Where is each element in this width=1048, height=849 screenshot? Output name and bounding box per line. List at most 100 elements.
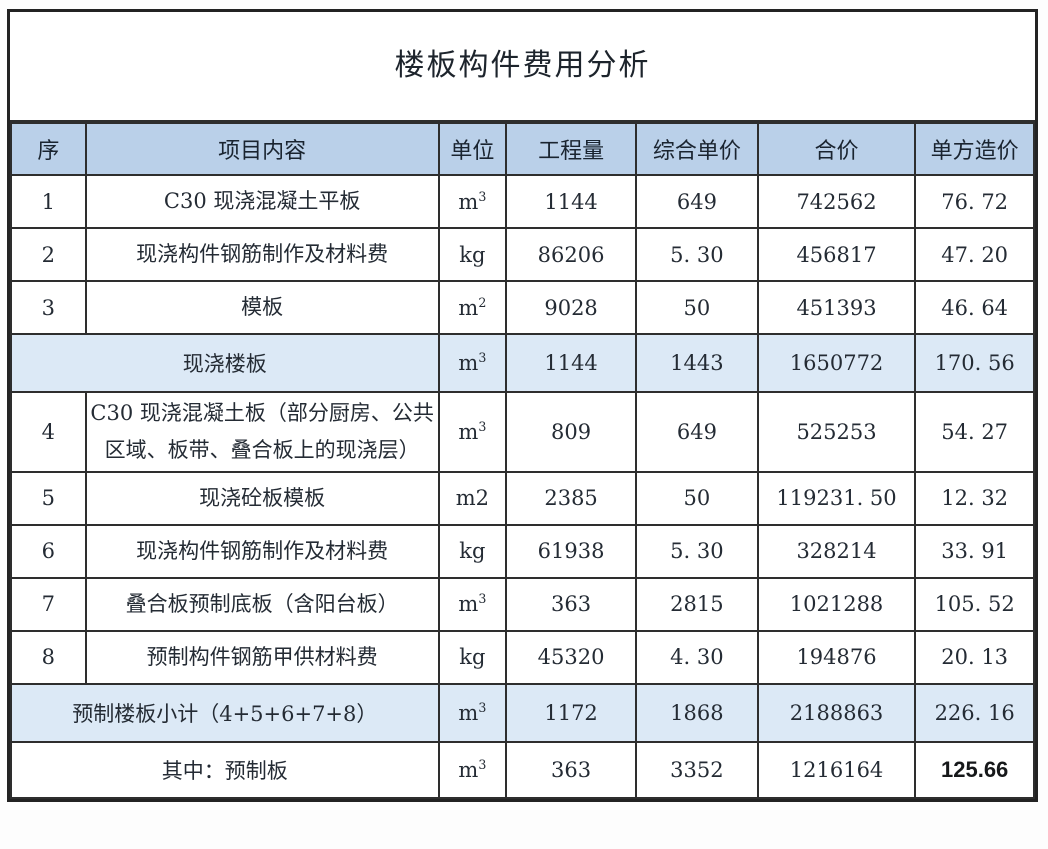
unit-exponent: 3 bbox=[478, 188, 487, 204]
total-price-cell: 742562 bbox=[756, 174, 917, 229]
quantity-cell: 1144 bbox=[505, 333, 638, 393]
per-unit-cost-cell: 170. 56 bbox=[914, 333, 1035, 393]
per-unit-cost-cell: 12. 32 bbox=[914, 470, 1035, 526]
unit-price-cell: 1443 bbox=[635, 333, 759, 393]
content-cell: 现浇砼板模板 bbox=[84, 470, 440, 526]
content-cell: 预制构件钢筋甲供材料费 bbox=[84, 629, 440, 685]
seq-cell: 7 bbox=[10, 576, 87, 632]
quantity-cell: 363 bbox=[505, 740, 638, 799]
unit-price-cell: 649 bbox=[635, 391, 759, 473]
table-row-item-1: 1 C30 现浇混凝土平板 m3 1144 649 742562 76. 72 bbox=[10, 174, 1035, 229]
unit-exponent: 2 bbox=[478, 294, 487, 310]
unit-cell: m2 bbox=[437, 280, 508, 335]
unit-cell: kg bbox=[437, 629, 508, 685]
unit-cell: m3 bbox=[437, 682, 508, 743]
subtotal-label-cell: 预制楼板小计（4+5+6+7+8） bbox=[10, 682, 440, 743]
table-title: 楼板构件费用分析 bbox=[10, 12, 1035, 122]
quantity-cell: 86206 bbox=[505, 227, 638, 282]
unit-cell: m3 bbox=[437, 576, 508, 632]
table-header-row: 序项目内容 单位 工程量 综合单价 合价 单方造价 bbox=[10, 122, 1035, 176]
total-price-cell: 194876 bbox=[756, 629, 917, 685]
unit-cell: m3 bbox=[437, 740, 508, 799]
table-row-item-5: 5 现浇砼板模板 m2 2385 50 119231. 50 12. 32 bbox=[10, 470, 1035, 526]
seq-cell: 2 bbox=[10, 227, 87, 282]
unit-cell: m3 bbox=[437, 391, 508, 473]
table-row-item-8: 8 预制构件钢筋甲供材料费 kg 45320 4. 30 194876 20. 13 bbox=[10, 629, 1035, 685]
quantity-cell: 2385 bbox=[505, 470, 638, 526]
per-unit-cost-cell: 46. 64 bbox=[914, 280, 1035, 335]
content-cell: 现浇构件钢筋制作及材料费 bbox=[84, 523, 440, 579]
unit-exponent: 3 bbox=[478, 699, 487, 715]
table-row-item-7: 7 叠合板预制底板（含阳台板） m3 363 2815 1021288 105. 52 bbox=[10, 576, 1035, 632]
seq-cell: 4 bbox=[10, 391, 87, 473]
unit-price-cell: 2815 bbox=[635, 576, 759, 632]
per-unit-cost-cell: 226. 16 bbox=[914, 682, 1035, 743]
unit-cell: m3 bbox=[437, 174, 508, 229]
cost-table: 序项目内容 单位 工程量 综合单价 合价 单方造价 1 C30 现浇混凝土平板 m3 1144 6… bbox=[10, 122, 1035, 799]
column-header-price: 综合单价 bbox=[635, 122, 759, 176]
per-unit-cost-cell: 76. 72 bbox=[914, 174, 1035, 229]
content-cell: C30 现浇混凝土板（部分厨房、公共区域、板带、叠合板上的现浇层） bbox=[84, 391, 440, 473]
unit-price-cell: 5. 30 bbox=[635, 227, 759, 282]
subtotal-label-cell: 现浇楼板 bbox=[10, 333, 440, 393]
seq-cell: 5 bbox=[10, 470, 87, 526]
per-unit-cost-cell: 125.66 bbox=[914, 740, 1035, 799]
content-cell: 现浇构件钢筋制作及材料费 bbox=[84, 227, 440, 282]
total-price-cell: 1021288 bbox=[756, 576, 917, 632]
unit-exponent: 3 bbox=[478, 418, 487, 434]
total-price-cell: 2188863 bbox=[756, 682, 917, 743]
table-row-subtotal: 预制楼板小计（4+5+6+7+8） m3 1172 1868 2188863 226. 1… bbox=[10, 682, 1035, 743]
seq-cell: 3 bbox=[10, 280, 87, 335]
total-price-cell: 328214 bbox=[756, 523, 917, 579]
column-header-content: 项目内容 bbox=[84, 122, 440, 176]
table-row-total: 其中：预制板 m3 363 3352 1216164 125.66 bbox=[10, 740, 1035, 799]
quantity-cell: 809 bbox=[505, 391, 638, 473]
per-unit-cost-cell: 33. 91 bbox=[914, 523, 1035, 579]
per-unit-cost-cell: 47. 20 bbox=[914, 227, 1035, 282]
total-price-cell: 525253 bbox=[756, 391, 917, 473]
quantity-cell: 9028 bbox=[505, 280, 638, 335]
unit-cell: m3 bbox=[437, 333, 508, 393]
unit-price-cell: 1868 bbox=[635, 682, 759, 743]
content-cell: C30 现浇混凝土平板 bbox=[84, 174, 440, 229]
column-header-seq: 序 bbox=[10, 122, 87, 176]
seq-cell: 6 bbox=[10, 523, 87, 579]
column-header-total: 合价 bbox=[756, 122, 917, 176]
column-header-qty: 工程量 bbox=[505, 122, 638, 176]
column-header-per: 单方造价 bbox=[914, 122, 1035, 176]
seq-cell: 1 bbox=[10, 174, 87, 229]
quantity-cell: 363 bbox=[505, 576, 638, 632]
unit-cell: m2 bbox=[437, 470, 508, 526]
cost-analysis-table: 楼板构件费用分析 序项目内容 单位 工程量 综合单价 合价 单方造价 1 C30 现浇混凝土… bbox=[7, 9, 1038, 802]
unit-price-cell: 50 bbox=[635, 280, 759, 335]
unit-price-cell: 3352 bbox=[635, 740, 759, 799]
table-row-item-2: 2 现浇构件钢筋制作及材料费 kg 86206 5. 30 456817 47. 20 bbox=[10, 227, 1035, 282]
per-unit-cost-cell: 54. 27 bbox=[914, 391, 1035, 473]
quantity-cell: 1172 bbox=[505, 682, 638, 743]
total-price-cell: 1216164 bbox=[756, 740, 917, 799]
unit-cell: kg bbox=[437, 227, 508, 282]
per-unit-cost-cell: 105. 52 bbox=[914, 576, 1035, 632]
unit-price-cell: 649 bbox=[635, 174, 759, 229]
unit-price-cell: 5. 30 bbox=[635, 523, 759, 579]
seq-cell: 8 bbox=[10, 629, 87, 685]
quantity-cell: 61938 bbox=[505, 523, 638, 579]
column-header-unit: 单位 bbox=[437, 122, 508, 176]
quantity-cell: 45320 bbox=[505, 629, 638, 685]
unit-price-cell: 50 bbox=[635, 470, 759, 526]
table-row-item-3: 3 模板 m2 9028 50 451393 46. 64 bbox=[10, 280, 1035, 335]
quantity-cell: 1144 bbox=[505, 174, 638, 229]
unit-price-cell: 4. 30 bbox=[635, 629, 759, 685]
total-price-cell: 451393 bbox=[756, 280, 917, 335]
total-price-cell: 119231. 50 bbox=[756, 470, 917, 526]
unit-exponent: 3 bbox=[478, 756, 487, 772]
per-unit-cost-cell: 20. 13 bbox=[914, 629, 1035, 685]
total-price-cell: 456817 bbox=[756, 227, 917, 282]
table-row-item-6: 6 现浇构件钢筋制作及材料费 kg 61938 5. 30 328214 33. 91 bbox=[10, 523, 1035, 579]
unit-exponent: 3 bbox=[478, 350, 487, 365]
unit-exponent: 3 bbox=[478, 591, 487, 606]
total-label-cell: 其中：预制板 bbox=[10, 740, 440, 799]
content-cell: 模板 bbox=[84, 280, 440, 335]
table-row-item-4: 4 C30 现浇混凝土板（部分厨房、公共区域、板带、叠合板上的现浇层） m3 809 6… bbox=[10, 391, 1035, 473]
